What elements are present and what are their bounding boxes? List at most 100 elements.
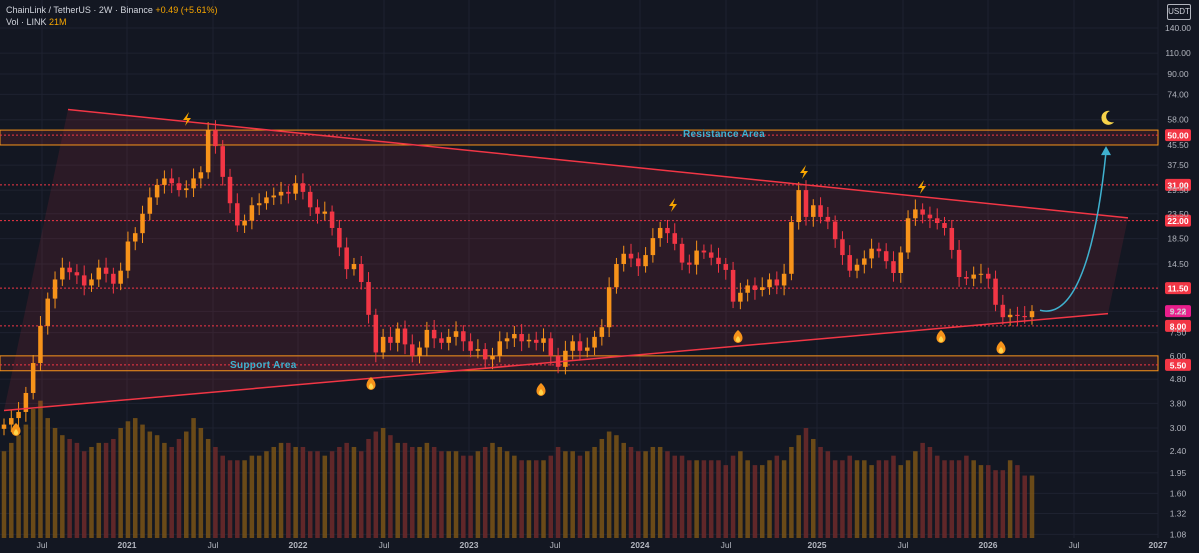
candle-body [803, 190, 809, 217]
y-tick-label: 45.50 [1167, 140, 1189, 150]
candle-body [52, 279, 58, 299]
candle-body [708, 252, 714, 258]
candle-body [344, 247, 349, 270]
candle-body [30, 363, 36, 393]
price-level-value: 22.00 [1167, 216, 1189, 226]
candle-body [446, 336, 451, 343]
volume-bar [526, 460, 532, 538]
y-tick-label: 1.95 [1170, 468, 1187, 478]
currency-unit-badge[interactable]: USDT [1167, 4, 1191, 20]
candle-body [461, 331, 466, 342]
candle-body [1, 424, 7, 429]
candle-body [140, 213, 145, 234]
volume-bar [307, 451, 313, 538]
volume-bar [971, 460, 976, 538]
candle-body [1022, 315, 1027, 318]
candle-body [103, 267, 109, 274]
volume-bar [344, 442, 349, 538]
volume-bar [1015, 465, 1020, 538]
flame-icon-core [735, 336, 741, 342]
volume-bar [730, 455, 736, 538]
volume-bar [242, 460, 247, 538]
volume-bar [271, 446, 277, 538]
y-tick-label: 110.00 [1165, 48, 1191, 58]
volume-bar [38, 400, 43, 538]
candle-body [563, 350, 568, 367]
price-level-badge [1165, 214, 1191, 227]
candle-body [271, 195, 277, 198]
y-tick-label: 3.00 [1170, 423, 1187, 433]
candle-body [774, 279, 780, 286]
volume-bar [410, 446, 415, 538]
candle-body [388, 336, 393, 343]
x-tick-label: Jul [898, 540, 909, 550]
volume-bar [985, 465, 991, 538]
candle-body [395, 328, 400, 343]
volume-bar [227, 460, 233, 538]
volume-bar [23, 424, 29, 538]
candle-body [854, 264, 860, 271]
trendlines [3, 108, 1129, 412]
volume-bar [453, 451, 459, 538]
volume-bar [235, 460, 240, 538]
volume-bar [577, 455, 583, 538]
volume-bar [256, 455, 262, 538]
volume-bar [548, 455, 554, 538]
volume-bar [1029, 475, 1035, 538]
volume-bar [964, 455, 969, 538]
candle-body [796, 190, 801, 223]
candle-body [74, 272, 80, 276]
candle-body [767, 279, 772, 288]
candle-body [927, 214, 933, 219]
candle-body [213, 130, 218, 147]
flame-icon-core [998, 347, 1004, 353]
volume-bar [628, 446, 634, 538]
volume-bar [81, 451, 87, 538]
time-axis[interactable]: Jul 2021 Jul 2022 Jul 2023 Jul 2024 Jul 2025 Jul 20… [37, 540, 1168, 550]
candle-body [9, 418, 14, 425]
candle-body [380, 336, 386, 353]
candle-body [942, 223, 947, 228]
candle-body [111, 273, 116, 284]
lightning-icon [918, 180, 926, 194]
resistance-area-label: Resistance Area [683, 129, 765, 140]
x-tick-label: 2022 [289, 540, 308, 550]
candle-body [614, 264, 619, 288]
symbol-title[interactable]: ChainLink / TetherUS · 2W · Binance [6, 5, 153, 15]
volume-bar [424, 442, 430, 538]
candle-body [358, 264, 364, 282]
volume-bar [555, 446, 561, 538]
volume-bar [643, 451, 648, 538]
volume-bar [636, 451, 641, 538]
volume-value: 21M [49, 17, 67, 27]
volume-bar [395, 442, 400, 538]
candle-body [132, 233, 138, 242]
y-tick-label: 140.00 [1165, 23, 1191, 33]
price-level-value: 31.00 [1167, 180, 1189, 190]
current-price-badge [1165, 305, 1191, 318]
volume-bar [869, 465, 874, 538]
candle-body [548, 338, 554, 356]
volume-bar [563, 451, 568, 538]
volume-bar [606, 431, 612, 538]
volume-bar [60, 435, 65, 538]
price-axis[interactable]: 140.00 110.00 90.00 74.00 58.00 45.50 37.50 29.… [1165, 23, 1191, 539]
volume-bar [118, 428, 123, 538]
candle-body [650, 238, 656, 256]
candle-body [883, 251, 889, 262]
candle-body [949, 227, 955, 250]
y-tick-label: 7.50 [1170, 328, 1187, 338]
candle-body [869, 248, 874, 259]
candle-body [227, 176, 233, 204]
candle-body [16, 411, 21, 419]
candle-body [468, 341, 473, 351]
price-level-value: 11.50 [1168, 284, 1189, 294]
y-tick-label: 2.40 [1170, 446, 1187, 456]
volume-bar [781, 460, 787, 538]
volume-bar [650, 446, 656, 538]
candle-body [1029, 311, 1035, 318]
volume-bar [388, 435, 393, 538]
volume-label[interactable]: Vol · LINK [6, 17, 47, 27]
volume-bar [665, 451, 670, 538]
